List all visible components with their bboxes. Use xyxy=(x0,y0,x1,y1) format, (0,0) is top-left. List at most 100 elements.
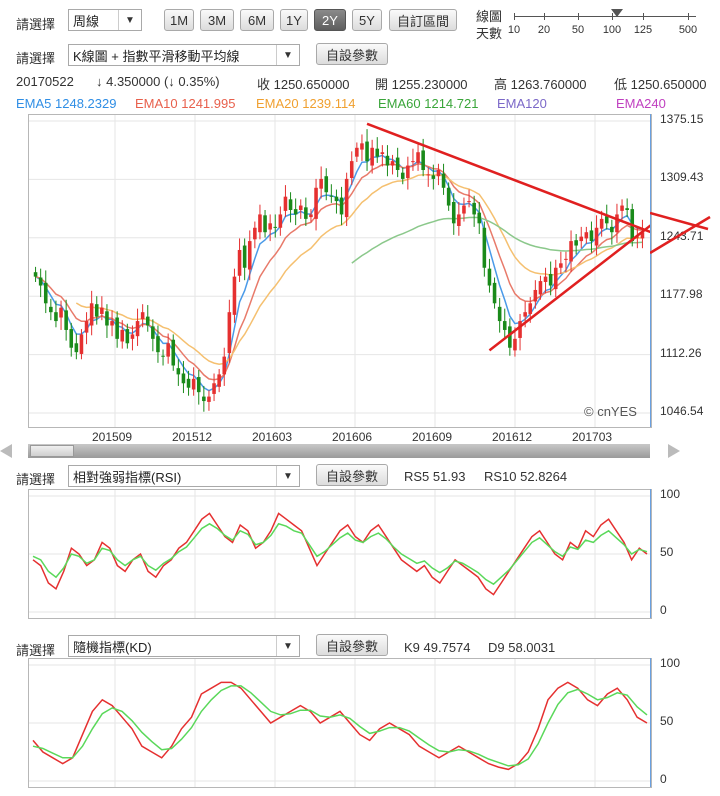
candle-body xyxy=(538,281,543,295)
x-tick-label: 201609 xyxy=(412,430,453,444)
candle-body xyxy=(156,336,160,353)
y-tick-label: 0 xyxy=(660,603,667,617)
scroll-right-icon[interactable] xyxy=(668,444,680,458)
line-days-label-2: 天數 xyxy=(476,26,503,41)
ema10-line xyxy=(35,162,643,381)
candle-body xyxy=(620,205,624,211)
x-tick-label: 201612 xyxy=(492,430,533,444)
candle-body xyxy=(390,161,395,166)
candle-body xyxy=(161,355,165,357)
candle-body xyxy=(309,214,313,218)
indicator-select-value: K線圖 + 指數平滑移動平均線 xyxy=(73,48,240,64)
candle-body xyxy=(559,263,563,268)
candle-body xyxy=(421,150,425,171)
rsi-rs10-value: RS10 52.8264 xyxy=(484,469,568,484)
kd-select-label: 請選擇 xyxy=(16,643,56,658)
rsi-params-button[interactable]: 自設參數 xyxy=(316,464,388,486)
range-button-5Y[interactable]: 5Y xyxy=(352,9,382,31)
candle-body xyxy=(477,212,482,224)
candle-body xyxy=(105,311,109,326)
candle-body xyxy=(298,205,303,210)
current-cursor-line xyxy=(650,114,651,427)
rsi-select-value: 相對強弱指標(RSI) xyxy=(73,469,182,485)
candle-body xyxy=(33,272,38,277)
candle-body xyxy=(304,207,308,219)
x-tick-label: 201703 xyxy=(572,430,613,444)
candle-body xyxy=(202,396,206,402)
candle-body xyxy=(502,321,507,330)
candle-body xyxy=(411,161,415,163)
candle-body xyxy=(125,329,130,344)
candle-body xyxy=(135,321,140,337)
candle-body xyxy=(166,343,170,357)
candle-body xyxy=(543,276,548,282)
candle-body xyxy=(253,227,257,240)
candle-body xyxy=(457,214,461,226)
kd-indicator-select[interactable]: 隨機指標(KD) ▼ xyxy=(68,635,300,657)
candle-body xyxy=(268,223,272,230)
line-days-label-1: 線圖 xyxy=(476,9,503,24)
candle-body xyxy=(365,141,369,162)
days-slider-track[interactable] xyxy=(514,16,696,17)
candle-body xyxy=(84,321,89,333)
kd-params-button[interactable]: 自設參數 xyxy=(316,634,388,656)
days-tick-mark xyxy=(544,13,545,20)
candle-body xyxy=(548,273,553,286)
candle-body xyxy=(385,155,390,166)
y-tick-label: 1177.98 xyxy=(660,287,703,302)
candle-body xyxy=(349,161,354,179)
custom-params-button[interactable]: 自設參數 xyxy=(316,43,388,65)
candle-body xyxy=(38,277,43,286)
candle-body xyxy=(610,226,614,233)
days-tick-label: 20 xyxy=(537,24,551,36)
scrollbar-track[interactable] xyxy=(28,444,650,458)
candle-body xyxy=(186,378,191,388)
range-button-2Y[interactable]: 2Y xyxy=(314,9,346,31)
candle-body xyxy=(395,157,400,171)
rs10-line xyxy=(32,522,648,586)
candle-body xyxy=(237,249,242,276)
kd-cursor-line xyxy=(650,658,651,787)
candle-body xyxy=(508,326,512,348)
y-tick-label: 1375.15 xyxy=(660,112,704,126)
candle-body xyxy=(334,196,339,202)
range-button-1M[interactable]: 1M xyxy=(164,9,194,31)
candle-body xyxy=(145,316,150,326)
days-tick-label: 125 xyxy=(633,24,653,36)
candle-body xyxy=(533,289,538,302)
candle-body xyxy=(360,143,364,150)
rsi-indicator-select[interactable]: 相對強弱指標(RSI) ▼ xyxy=(68,465,300,487)
kd-select-value: 隨機指標(KD) xyxy=(73,639,152,655)
candle-body xyxy=(288,199,293,210)
kd-d9-value: D9 58.0031 xyxy=(488,640,556,655)
candle-body xyxy=(564,258,568,260)
candle-body xyxy=(640,232,645,239)
candle-body xyxy=(258,214,262,233)
candle-body xyxy=(625,208,629,210)
scroll-left-icon[interactable] xyxy=(0,444,12,458)
candle-body xyxy=(400,172,405,179)
range-button-自訂區間[interactable]: 自訂區間 xyxy=(389,9,457,31)
candle-body xyxy=(79,334,84,354)
range-button-3M[interactable]: 3M xyxy=(200,9,234,31)
period-select[interactable]: 周線 ▼ xyxy=(68,9,142,31)
ema-legend-item: EMA5 1248.2329 xyxy=(16,96,117,111)
select-label-2: 請選擇 xyxy=(16,51,56,66)
candle-body xyxy=(176,368,181,375)
candle-body xyxy=(370,147,374,166)
quote-date: 20170522 xyxy=(16,74,74,89)
range-button-6M[interactable]: 6M xyxy=(240,9,274,31)
candle-body xyxy=(553,267,558,290)
d9-line xyxy=(32,685,648,767)
indicator-select[interactable]: K線圖 + 指數平滑移動平均線 ▼ xyxy=(68,44,300,66)
candle-body xyxy=(191,378,196,390)
x-tick-label: 201606 xyxy=(332,430,373,444)
candle-body xyxy=(222,356,227,375)
quote-close: 收 1250.650000 xyxy=(257,77,350,92)
days-slider-handle[interactable] xyxy=(611,9,623,17)
range-button-1Y[interactable]: 1Y xyxy=(280,9,308,31)
candle-body xyxy=(94,304,99,317)
candle-body xyxy=(329,195,334,197)
scrollbar-thumb[interactable] xyxy=(30,445,74,457)
days-tick-mark xyxy=(643,13,644,20)
